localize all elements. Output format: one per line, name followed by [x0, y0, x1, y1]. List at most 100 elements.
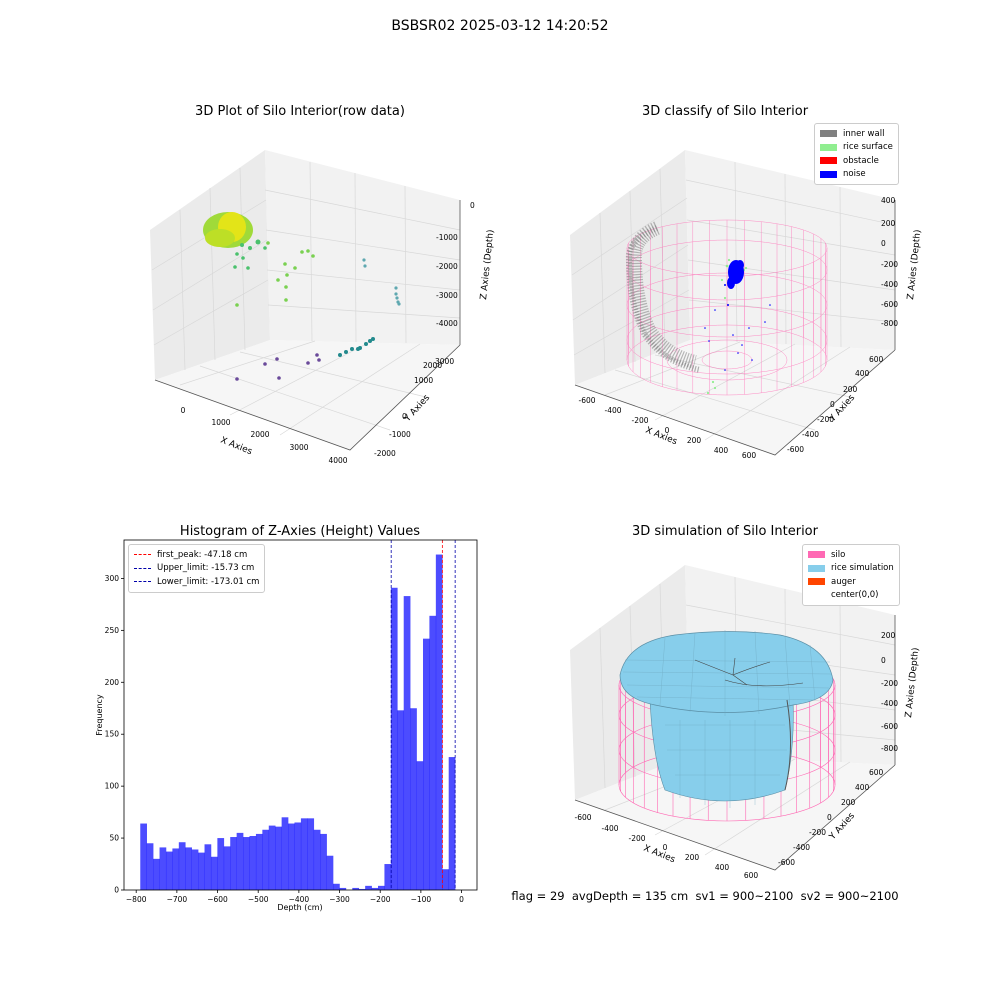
histogram-bar: [159, 847, 167, 890]
histogram-bar: [268, 825, 276, 890]
svg-text:-200: -200: [881, 260, 898, 269]
histogram-bar: [403, 596, 411, 890]
svg-text:-3000: -3000: [436, 291, 458, 300]
plot3-histogram: −800 −700 −600 −500 −400 −300 −200 −100 0 0 50 100…: [95, 539, 478, 912]
x-tick-label: −800: [126, 895, 147, 904]
plot3-legend: first_peak: -47.18 cm Upper_limit: -15.7…: [128, 544, 266, 593]
svg-text:-400: -400: [604, 406, 621, 415]
histogram-bar: [191, 849, 199, 890]
svg-text:200: 200: [841, 798, 856, 807]
svg-text:400: 400: [715, 863, 730, 872]
svg-text:400: 400: [714, 446, 729, 455]
plot1-axes-box: [150, 150, 461, 451]
y-tick-label: 0: [114, 886, 119, 895]
svg-text:400: 400: [855, 369, 870, 378]
svg-text:-1000: -1000: [389, 430, 411, 439]
svg-text:-200: -200: [817, 415, 834, 424]
plot1-points: [203, 212, 401, 381]
plot4-legend: silo rice simulation auger center(0,0): [802, 544, 900, 606]
histogram-bar: [153, 858, 160, 890]
y-tick-label: 200: [105, 678, 120, 687]
plot2-ticks: -600 -400 -200 0 200 400 600 -600 -400 -…: [578, 196, 898, 460]
plot3-frame: [123, 539, 478, 891]
legend-line: [134, 567, 151, 569]
x-tick-label: −600: [207, 895, 228, 904]
plot3-xticks: −800 −700 −600 −500 −400 −300 −200 −100 0: [126, 890, 464, 904]
plot4-crater-lines: [694, 657, 804, 687]
svg-text:600: 600: [744, 871, 759, 880]
histogram-bar: [429, 615, 437, 890]
svg-text:0: 0: [665, 426, 670, 435]
figure-title: BSBSR02 2025-03-12 14:20:52: [391, 18, 609, 34]
svg-text:-600: -600: [881, 300, 898, 309]
legend-item-first-peak: first_peak: -47.18 cm: [134, 548, 259, 562]
histogram-bar: [442, 869, 449, 890]
histogram-bar: [178, 842, 186, 890]
histogram-bar: [281, 817, 289, 890]
plot3-yticks: 0 50 100 150 200 250 300: [105, 574, 124, 895]
x-tick-label: 0: [459, 895, 464, 904]
x-tick-label: −700: [167, 895, 188, 904]
plot2-axes-box: [570, 150, 896, 456]
x-tick-label: −200: [370, 895, 391, 904]
histogram-bar: [185, 847, 192, 890]
histogram-bar: [236, 832, 244, 890]
histogram-bar: [146, 843, 154, 890]
plot1-cluster-edge: [205, 229, 235, 247]
svg-text:-200: -200: [631, 416, 648, 425]
histogram-bar: [172, 848, 180, 890]
svg-text:0: 0: [881, 239, 886, 248]
histogram-bar: [243, 837, 250, 890]
plot2-legend: inner wall rice surface obstacle noise: [814, 123, 899, 185]
plot1-zlabel: Z Axies (Depth): [479, 229, 496, 300]
plot4-ticks: -600 -400 -200 0 200 400 600 -600 -400 -…: [574, 631, 898, 880]
histogram-bar: [288, 823, 295, 890]
plot2-inner-wall: [625, 221, 701, 373]
y-tick-label: 150: [105, 730, 120, 739]
histogram-bar: [416, 761, 424, 890]
legend-item-auger: auger: [808, 575, 894, 589]
y-tick-label: 250: [105, 626, 120, 635]
svg-text:0: 0: [830, 400, 835, 409]
legend-swatch: [820, 143, 837, 151]
x-tick-label: −300: [329, 895, 350, 904]
histogram-bar: [384, 864, 392, 890]
histogram-bar: [307, 818, 315, 890]
plot3-vlines: [390, 540, 456, 890]
legend-swatch: [808, 564, 825, 572]
histogram-bar: [262, 829, 270, 890]
legend-item-center: center(0,0): [808, 589, 894, 603]
svg-text:-800: -800: [881, 744, 898, 753]
x-tick-label: −400: [289, 895, 310, 904]
legend-item-noise: noise: [820, 168, 893, 182]
legend-swatch: [820, 130, 837, 138]
svg-text:-200: -200: [628, 834, 645, 843]
svg-text:-200: -200: [809, 828, 826, 837]
histogram-bar: [352, 887, 360, 890]
histogram-bar: [198, 852, 205, 890]
plot2-zlabel: Z Axies (Depth): [906, 229, 923, 300]
svg-text:0: 0: [181, 406, 186, 415]
legend-swatch: [808, 591, 825, 599]
legend-swatch: [820, 170, 837, 178]
svg-text:0: 0: [663, 843, 668, 852]
plot4-xlabel: X Axies: [642, 844, 677, 866]
legend-item-rice-simulation: rice simulation: [808, 562, 894, 576]
histogram-bar: [204, 844, 212, 890]
svg-text:400: 400: [855, 783, 870, 792]
svg-text:0: 0: [881, 656, 886, 665]
legend-item-upper-limit: Upper_limit: -15.73 cm: [134, 562, 259, 576]
svg-text:400: 400: [881, 196, 896, 205]
y-tick-label: 100: [105, 782, 120, 791]
histogram-bar: [435, 554, 443, 890]
plot2-silo-wireframe: [626, 219, 828, 396]
legend-item-silo: silo: [808, 548, 894, 562]
histogram-bar: [448, 757, 456, 890]
svg-text:0: 0: [827, 813, 832, 822]
svg-text:200: 200: [843, 385, 858, 394]
plot1-xlabel: X Axies: [219, 436, 254, 458]
svg-text:-400: -400: [601, 824, 618, 833]
y-tick-label: 50: [109, 834, 119, 843]
svg-text:-400: -400: [881, 699, 898, 708]
plot3-bars: [140, 554, 456, 890]
